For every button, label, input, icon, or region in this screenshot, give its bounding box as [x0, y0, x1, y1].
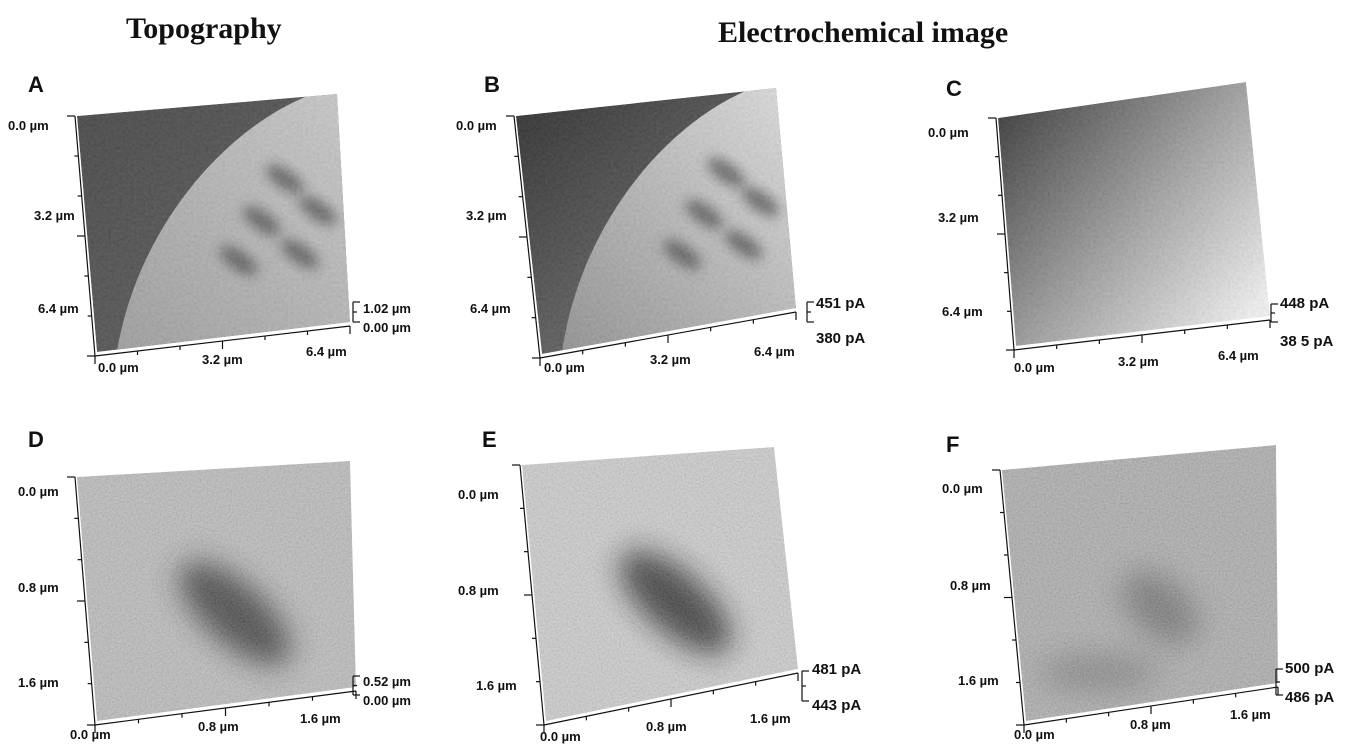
panel-c: C 0.0 µm 3.2 µm 6.4 µm 0.0 µm 3.2 µm 6.4… — [928, 70, 1358, 390]
scale-top-label: 0.52 µm — [363, 674, 411, 689]
panel-letter: E — [482, 427, 497, 452]
x-label-1: 0.8 µm — [1130, 717, 1171, 732]
panel-letter: F — [946, 432, 960, 457]
x-label-1: 3.2 µm — [1118, 354, 1159, 369]
surface-image — [522, 447, 798, 721]
panel-d: D 0.0 µm 0.8 µm 1.6 µm 0.0 µm 0.8 µm 1.6… — [0, 425, 430, 747]
surface-image — [77, 94, 350, 352]
y-label-1: 3.2 µm — [34, 208, 75, 223]
scale-bottom-label: 380 pA — [816, 330, 866, 347]
y-label-1: 3.2 µm — [466, 208, 507, 223]
x-label-1: 3.2 µm — [202, 352, 243, 367]
y-label-1: 0.8 µm — [950, 578, 991, 593]
scale-bottom-label: 443 pA — [812, 697, 862, 714]
y-label-1: 0.8 µm — [458, 583, 499, 598]
x-label-1: 3.2 µm — [650, 352, 691, 367]
x-label-2: 6.4 µm — [754, 344, 795, 359]
x-label-2: 6.4 µm — [1218, 348, 1259, 363]
scale-top-label: 1.02 µm — [363, 301, 411, 316]
x-label-2: 1.6 µm — [300, 711, 341, 726]
surface-plot — [992, 445, 1283, 733]
scale-top-label: 451 pA — [816, 295, 866, 312]
x-label-0: 0.0 µm — [70, 727, 111, 742]
x-label-0: 0.0 µm — [1014, 360, 1055, 375]
heading-electrochemical-image: Electrochemical image — [718, 16, 1009, 49]
scale-top-label: 448 pA — [1280, 295, 1330, 312]
scale-top-label: 500 pA — [1285, 660, 1335, 677]
y-label-2: 1.6 µm — [958, 673, 999, 688]
panel-a: A 0.0 µm 3.2 µm 6.4 µm 0.0 µm 3.2 µm 6.4… — [0, 70, 430, 390]
surface-image — [516, 88, 796, 354]
y-label-2: 1.6 µm — [18, 675, 59, 690]
scale-bottom-label: 38 5 pA — [1280, 333, 1334, 350]
x-label-1: 0.8 µm — [198, 719, 239, 734]
y-label-1: 3.2 µm — [938, 210, 979, 225]
y-label-0: 0.0 µm — [458, 487, 499, 502]
x-label-1: 0.8 µm — [646, 719, 687, 734]
y-label-0: 0.0 µm — [928, 125, 969, 140]
scale-bottom-label: 0.00 µm — [363, 320, 411, 335]
x-label-2: 1.6 µm — [750, 711, 791, 726]
y-label-2: 6.4 µm — [942, 304, 983, 319]
surface-plot — [988, 82, 1278, 358]
x-label-0: 0.0 µm — [98, 360, 139, 375]
y-label-2: 6.4 µm — [38, 301, 79, 316]
panel-e: E 0.0 µm 0.8 µm 1.6 µm 0.0 µm 0.8 µm 1.6… — [454, 425, 904, 747]
surface-plot — [506, 88, 814, 366]
y-label-0: 0.0 µm — [456, 118, 497, 133]
scale-top-label: 481 pA — [812, 661, 862, 678]
x-label-2: 1.6 µm — [1230, 707, 1271, 722]
panel-letter: C — [946, 76, 962, 101]
panel-letter: D — [28, 427, 44, 452]
heading-topography: Topography — [126, 12, 282, 45]
surface-plot — [67, 461, 360, 733]
panel-letter: B — [484, 72, 500, 97]
y-label-1: 0.8 µm — [18, 580, 59, 595]
y-label-0: 0.0 µm — [8, 118, 49, 133]
surface-image — [77, 461, 356, 721]
surface-plot — [512, 447, 809, 733]
surface-image — [998, 82, 1270, 346]
panel-f: F 0.0 µm 0.8 µm 1.6 µm 0.0 µm 0.8 µm 1.6… — [928, 425, 1358, 747]
x-label-2: 6.4 µm — [306, 344, 347, 359]
y-label-0: 0.0 µm — [942, 481, 983, 496]
panel-letter: A — [28, 72, 44, 97]
x-label-0: 0.0 µm — [1014, 727, 1055, 742]
x-label-0: 0.0 µm — [544, 360, 585, 375]
y-label-2: 6.4 µm — [470, 301, 511, 316]
panel-b: B 0.0 µm 3.2 µm 6.4 µm 0.0 µm 3.2 µm 6.4… — [454, 70, 904, 390]
scale-bottom-label: 486 pA — [1285, 689, 1335, 706]
surface-plot — [67, 94, 360, 364]
y-label-0: 0.0 µm — [18, 484, 59, 499]
x-label-0: 0.0 µm — [540, 729, 581, 744]
surface-image — [1002, 445, 1278, 721]
y-label-2: 1.6 µm — [476, 678, 517, 693]
scale-bottom-label: 0.00 µm — [363, 693, 411, 708]
